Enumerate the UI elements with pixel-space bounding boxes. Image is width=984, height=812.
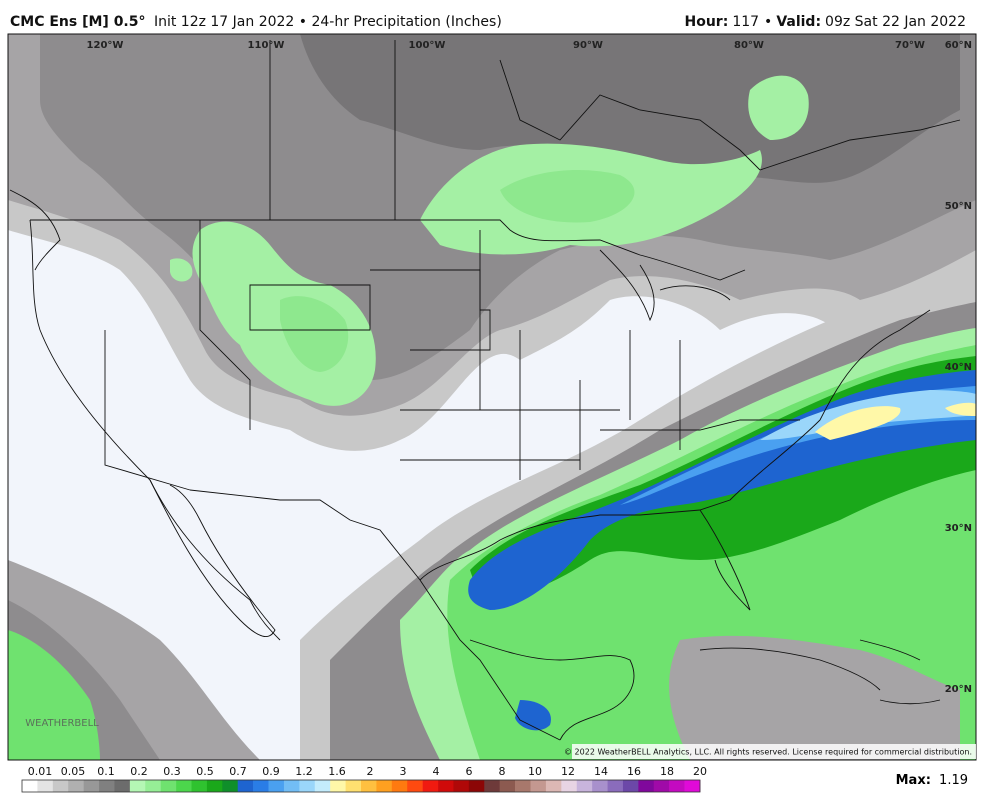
colorbar-swatch (515, 780, 531, 792)
header-part: 09z Sat 22 Jan 2022 (825, 14, 966, 30)
title: CMC Ens [M] 0.5° (10, 14, 146, 30)
latitude-label: 60°N (945, 40, 972, 51)
colorbar-label: 0.01 (28, 765, 53, 778)
colorbar-swatch (391, 780, 408, 792)
latitude-label: 20°N (945, 684, 972, 695)
colorbar-swatch (376, 780, 393, 792)
colorbar-swatch (299, 780, 316, 792)
longitude-label: 70°W (895, 40, 925, 51)
colorbar-swatch (330, 780, 346, 792)
map-frame (7, 33, 977, 761)
max: Max: 1.19 (896, 773, 968, 788)
colorbar-labels: 0.01 0.05 0.1 0.2 0.3 0.5 0.7 0.9 1.2 1.6 2 3 4 6 8 10 1… (28, 765, 707, 778)
latitude-label: 40°N (945, 362, 972, 373)
colorbar-swatch (484, 780, 500, 792)
colorbar-label: 0.7 (229, 765, 247, 778)
colorbar-label: 12 (561, 765, 575, 778)
colorbar-swatch (129, 780, 146, 792)
colorbar-label: 18 (660, 765, 674, 778)
colorbar-label: 1.2 (295, 765, 313, 778)
colorbar-swatch (592, 780, 608, 792)
colorbar-swatch (222, 780, 239, 792)
colorbar-swatch (361, 780, 377, 792)
colorbar-label: 6 (466, 765, 473, 778)
colorbar-frame (21, 779, 701, 793)
colorbar-swatch (499, 780, 516, 792)
colorbar-swatch (191, 780, 208, 792)
colorbar-label: 20 (693, 765, 707, 778)
colorbar-swatch (345, 780, 362, 792)
longitude-label: 100°W (409, 40, 446, 51)
colorbar-swatch (607, 780, 624, 792)
colorbar-swatch (176, 780, 192, 792)
colorbar-swatch (52, 780, 69, 792)
longitude-label: 80°W (734, 40, 764, 51)
colorbar-label: 2 (367, 765, 374, 778)
colorbar-swatch (83, 780, 100, 792)
colorbar-swatch (206, 780, 223, 792)
longitude-label: 90°W (573, 40, 603, 51)
borders (9, 40, 961, 741)
colorbar-swatch (114, 780, 131, 792)
colorbar-swatch (268, 780, 285, 792)
colorbar-label: 0.9 (262, 765, 280, 778)
graticule-labels: 120°W 110°W 100°W 90°W 80°W 70°W 60°N 50°N 40°N 3… (87, 40, 972, 695)
colorbar-swatch (407, 780, 423, 792)
colorbar-label: 0.5 (196, 765, 214, 778)
latitude-label: 30°N (945, 523, 972, 534)
colorbar-swatch (422, 780, 439, 792)
copyright-box (572, 744, 976, 759)
header-part: Hour: (685, 14, 729, 30)
colorbar-swatch (438, 780, 454, 792)
colorbar-swatch (68, 780, 84, 792)
colorbar-label: 14 (594, 765, 608, 778)
subtitle: Init 12z 17 Jan 2022 • 24-hr Precipitati… (154, 14, 502, 30)
colorbar-swatch (545, 780, 562, 792)
colorbar-swatch (237, 780, 254, 792)
colorbar-swatch (468, 780, 485, 792)
colorbar-swatch (561, 780, 578, 792)
colorbar-label: 1.6 (328, 765, 346, 778)
colorbar-label: 3 (400, 765, 407, 778)
latitude-label: 50°N (945, 201, 972, 212)
header-right: Hour: 117 • Valid: 09z Sat 22 Jan 2022 (685, 14, 967, 30)
header-part: • (764, 14, 772, 30)
colorbar-swatch (530, 780, 547, 792)
colorbar-swatch (99, 780, 115, 792)
logo: WEATHERBELL (25, 718, 99, 729)
colorbar-swatch (37, 780, 54, 792)
max-value: 1.19 (939, 773, 968, 788)
colorbar-swatch (22, 780, 38, 792)
colorbar-swatch (453, 780, 470, 792)
colorbar-label: 4 (433, 765, 440, 778)
colorbar-swatch (684, 780, 701, 792)
colorbar-swatch (638, 780, 655, 792)
colorbar (21, 779, 701, 793)
colorbar-label: 0.2 (130, 765, 148, 778)
colorbar-label: 0.05 (61, 765, 86, 778)
colorbar-swatch (253, 780, 269, 792)
colorbar-swatch (653, 780, 670, 792)
longitude-label: 120°W (87, 40, 124, 51)
max-label: Max: (896, 773, 931, 788)
header-part: 117 (732, 14, 759, 30)
header-left: CMC Ens [M] 0.5° Init 12z 17 Jan 2022 • … (10, 14, 502, 30)
colorbar-swatch (160, 780, 177, 792)
colorbar-label: 16 (627, 765, 641, 778)
colorbar-label: 0.1 (97, 765, 115, 778)
longitude-label: 110°W (248, 40, 285, 51)
colorbar-swatch (314, 780, 331, 792)
map (8, 34, 976, 760)
header-part: Valid: (776, 14, 821, 30)
colorbar-swatch (622, 780, 639, 792)
colorbar-swatch (669, 780, 685, 792)
colorbar-label: 10 (528, 765, 542, 778)
colorbar-label: 8 (499, 765, 506, 778)
colorbar-swatch (145, 780, 161, 792)
colorbar-label: 0.3 (163, 765, 181, 778)
colorbar-swatch (576, 780, 593, 792)
copyright: © 2022 WeatherBELL Analytics, LLC. All r… (564, 748, 972, 757)
colorbar-swatch (283, 780, 300, 792)
